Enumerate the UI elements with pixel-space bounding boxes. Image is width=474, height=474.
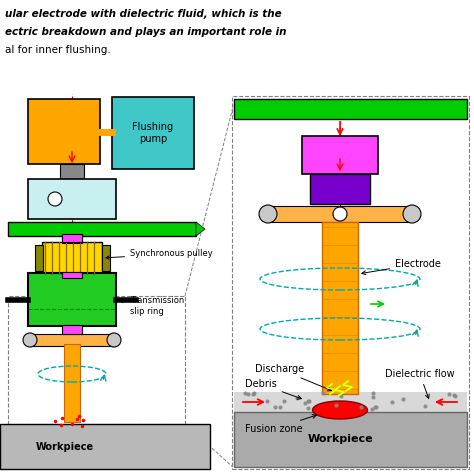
Text: Fusion zone: Fusion zone xyxy=(245,415,316,434)
Text: Flushing
pump: Flushing pump xyxy=(132,122,173,144)
Bar xyxy=(62,235,82,243)
Text: ular electrode with dielectric fluid, which is the: ular electrode with dielectric fluid, wh… xyxy=(5,9,282,19)
Bar xyxy=(28,273,116,326)
Text: Debris: Debris xyxy=(245,379,301,399)
Text: al for inner flushing.: al for inner flushing. xyxy=(5,45,111,55)
Bar xyxy=(42,242,102,274)
Text: Workpiece: Workpiece xyxy=(307,434,373,444)
Bar xyxy=(322,222,358,394)
Bar xyxy=(302,136,378,174)
Bar xyxy=(102,245,110,271)
Ellipse shape xyxy=(312,401,367,419)
Text: Dielectric flow: Dielectric flow xyxy=(385,369,455,398)
Circle shape xyxy=(259,205,277,223)
Bar xyxy=(30,334,114,346)
Circle shape xyxy=(107,333,121,347)
Bar xyxy=(35,245,43,271)
Text: Workpiece: Workpiece xyxy=(36,442,94,452)
Text: Electrode: Electrode xyxy=(362,259,441,274)
Bar xyxy=(234,392,467,412)
Bar xyxy=(28,99,100,164)
Circle shape xyxy=(23,333,37,347)
Text: Transmission
slip ring: Transmission slip ring xyxy=(120,296,184,316)
Bar xyxy=(310,174,370,204)
Circle shape xyxy=(403,205,421,223)
Bar xyxy=(62,234,82,242)
Circle shape xyxy=(333,207,347,221)
Bar xyxy=(112,97,194,169)
Bar xyxy=(64,344,80,422)
Bar xyxy=(234,99,467,119)
Bar xyxy=(60,164,84,181)
Bar xyxy=(232,96,469,469)
Text: Discharge: Discharge xyxy=(255,364,331,391)
Bar xyxy=(28,179,116,219)
Bar xyxy=(62,325,82,334)
Bar xyxy=(0,424,210,469)
Bar xyxy=(234,412,467,467)
Circle shape xyxy=(48,192,62,206)
Bar xyxy=(8,296,185,424)
Bar xyxy=(8,222,196,236)
Bar xyxy=(268,206,412,222)
Text: ectric breakdown and plays an important role in: ectric breakdown and plays an important … xyxy=(5,27,286,37)
Text: Synchronous pulley: Synchronous pulley xyxy=(106,249,213,259)
Polygon shape xyxy=(196,222,205,236)
Bar xyxy=(62,272,82,278)
